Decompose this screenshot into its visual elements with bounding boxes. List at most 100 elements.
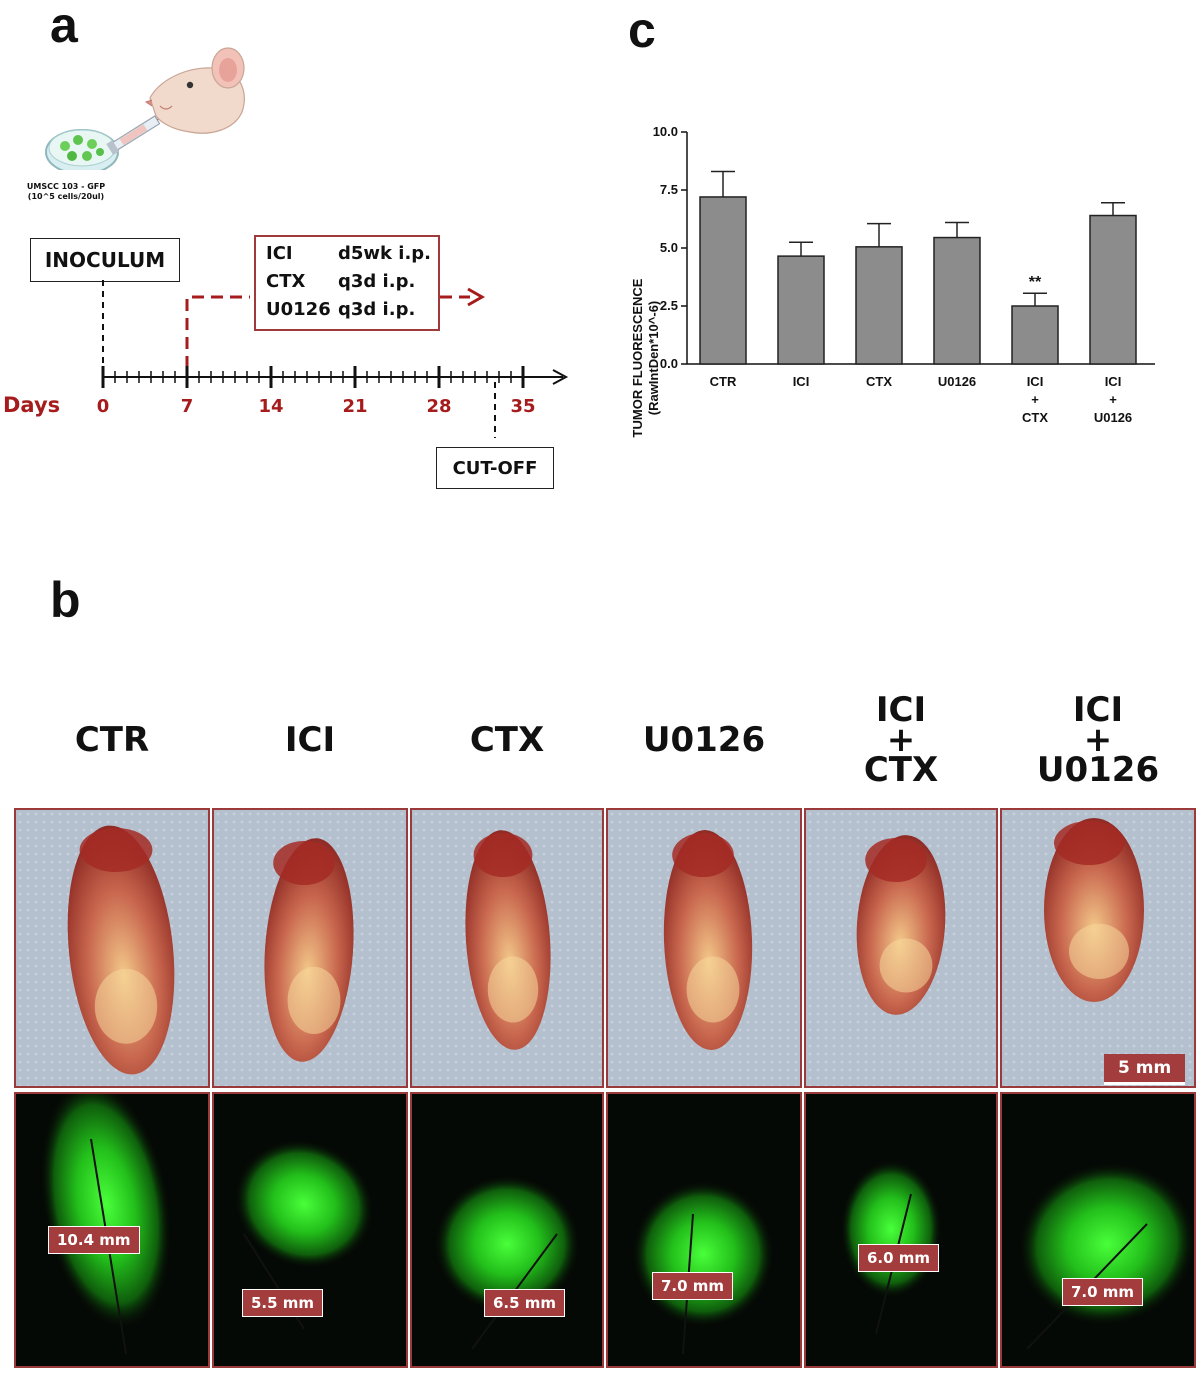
- inoculum-box: INOCULUM: [30, 238, 180, 282]
- group-title-line: CTX: [469, 720, 545, 760]
- day-label: 0: [96, 396, 110, 417]
- chart-x-labels: CTR ICI CTX U0126 ICI + CTX ICI + U0126: [710, 374, 1133, 425]
- timeline-major-ticks: [101, 366, 525, 388]
- chart-bar: [855, 246, 903, 365]
- treatment-schedule: q3d i.p.: [338, 299, 416, 320]
- white-light-tumor-photo: [804, 808, 998, 1088]
- treatment-drug: U0126: [266, 299, 331, 320]
- days-label: Days: [3, 393, 61, 417]
- group-title: ICI: [220, 720, 400, 760]
- group-title: CTR: [22, 720, 202, 760]
- treatment-schedule: d5wk i.p.: [338, 243, 432, 264]
- treatment-box: ICI d5wk i.p. CTX q3d i.p. U0126 q3d i.p.: [254, 235, 440, 331]
- fluorescence-tumor-photo: 7.0 mm: [1000, 1092, 1196, 1368]
- group-title: ICI + CTX: [811, 690, 991, 787]
- tumor-specimen-image: [16, 810, 208, 1086]
- chart-x-tick-label: +: [1109, 392, 1117, 407]
- treatment-row: U0126 q3d i.p.: [266, 299, 415, 320]
- fluorescence-tumor-photo: 10.4 mm: [14, 1092, 210, 1368]
- group-title-line: ICI: [284, 720, 336, 760]
- chart-y-tick-label: 5.0: [660, 240, 678, 255]
- gfp-fluorescence-image: [806, 1094, 996, 1366]
- chart-x-tick-label: CTX: [1022, 410, 1048, 425]
- treatment-drug: CTX: [266, 271, 306, 292]
- tumor-specimen-image: [806, 810, 996, 1086]
- chart-x-tick-label: ICI: [793, 374, 810, 389]
- panel-letter-b: b: [50, 572, 81, 628]
- chart-x-tick-label: U0126: [938, 374, 976, 389]
- chart-y-tick-label: 2.5: [660, 298, 678, 313]
- group-title-line: +: [1083, 720, 1113, 760]
- cutoff-box: CUT-OFF: [436, 447, 554, 489]
- day-label: 14: [258, 396, 284, 417]
- panel-letter-a: a: [50, 0, 78, 53]
- white-light-tumor-photo: 5 mm: [1000, 808, 1196, 1088]
- fluorescence-tumor-photo: 6.0 mm: [804, 1092, 998, 1368]
- chart-bar: [1089, 214, 1137, 365]
- group-title: U0126: [614, 720, 794, 760]
- tumor-specimen-image: [608, 810, 800, 1086]
- white-light-tumor-photo: [212, 808, 408, 1088]
- group-title-line: CTR: [74, 720, 150, 760]
- chart-error-bars: [711, 170, 1125, 306]
- gfp-fluorescence-image: [608, 1094, 800, 1366]
- chart-axes: [686, 132, 1155, 365]
- treatment-arrow-icon: [467, 287, 486, 307]
- group-title-line: U0126: [1036, 750, 1160, 790]
- group-title-line: +: [886, 720, 916, 760]
- chart-y-axis-unit: (RawIntDen*10^-6): [646, 301, 661, 416]
- group-title-line: ICI: [1072, 690, 1124, 730]
- chart-bar: [777, 255, 825, 365]
- gfp-fluorescence-image: [1002, 1094, 1194, 1366]
- chart-bar: [933, 236, 981, 365]
- day-label: 35: [510, 396, 536, 417]
- mouse-injection-illustration: [45, 47, 245, 170]
- chart-y-tick-label: 7.5: [660, 182, 678, 197]
- panel-letter-c: c: [628, 2, 656, 58]
- scale-bar: 5 mm: [1104, 1054, 1186, 1085]
- tumor-size-label: 7.0 mm: [652, 1272, 734, 1300]
- tumor-size-label: 10.4 mm: [48, 1226, 140, 1254]
- chart-x-tick-label: CTX: [866, 374, 892, 389]
- tumor-size-label: 5.5 mm: [242, 1289, 324, 1317]
- gfp-fluorescence-image: [412, 1094, 602, 1366]
- tumor-specimen-image: [412, 810, 602, 1086]
- chart-significance-label: **: [1029, 274, 1042, 291]
- fluorescence-tumor-photo: 7.0 mm: [606, 1092, 802, 1368]
- treatment-schedule: q3d i.p.: [338, 271, 416, 292]
- day-label: 28: [426, 396, 452, 417]
- chart-annotations: **: [1029, 274, 1042, 291]
- chart-bars: [699, 196, 1137, 365]
- fluorescence-tumor-photo: 5.5 mm: [212, 1092, 408, 1368]
- group-title: ICI + U0126: [1008, 690, 1188, 790]
- chart-y-ticks: 0.0 2.5 5.0 7.5 10.0: [653, 124, 687, 371]
- treatment-row: CTX q3d i.p.: [266, 271, 415, 292]
- treatment-dashed-line: [185, 295, 250, 368]
- chart-x-tick-label: CTR: [710, 374, 737, 389]
- tumor-specimen-image: [1002, 810, 1194, 1086]
- white-light-tumor-photo: [14, 808, 210, 1088]
- gfp-fluorescence-image: [214, 1094, 406, 1366]
- tumor-size-label: 6.0 mm: [858, 1244, 940, 1272]
- chart-y-tick-label: 10.0: [653, 124, 678, 139]
- chart-y-axis-label: TUMOR FLUORESCENCE: [630, 278, 645, 437]
- chart-x-tick-label: +: [1031, 392, 1039, 407]
- treatment-drug: ICI: [266, 243, 293, 264]
- group-title: CTX: [417, 720, 597, 760]
- timeline-axis: [101, 280, 569, 438]
- cell-line-name: UMSCC 103 - GFP: [26, 182, 106, 191]
- group-title-line: ICI: [875, 690, 927, 730]
- day-label: 7: [180, 396, 194, 417]
- timeline-minor-ticks: [114, 371, 512, 383]
- day-label: 21: [342, 396, 368, 417]
- chart-bar: [699, 196, 747, 365]
- white-light-tumor-photo: [606, 808, 802, 1088]
- tumor-size-label: 6.5 mm: [484, 1289, 566, 1317]
- chart-x-tick-label: ICI: [1027, 374, 1044, 389]
- tumor-specimen-image: [214, 810, 406, 1086]
- cell-line-caption: UMSCC 103 - GFP (10^5 cells/20ul): [18, 182, 114, 202]
- group-title-line: U0126: [642, 720, 766, 760]
- chart-x-tick-label: U0126: [1094, 410, 1132, 425]
- tumor-fluorescence-bar-chart: 0.0 2.5 5.0 7.5 10.0 CTR ICI CTX U0126 ICI + CTX IC…: [630, 124, 1155, 437]
- chart-x-tick-label: ICI: [1105, 374, 1122, 389]
